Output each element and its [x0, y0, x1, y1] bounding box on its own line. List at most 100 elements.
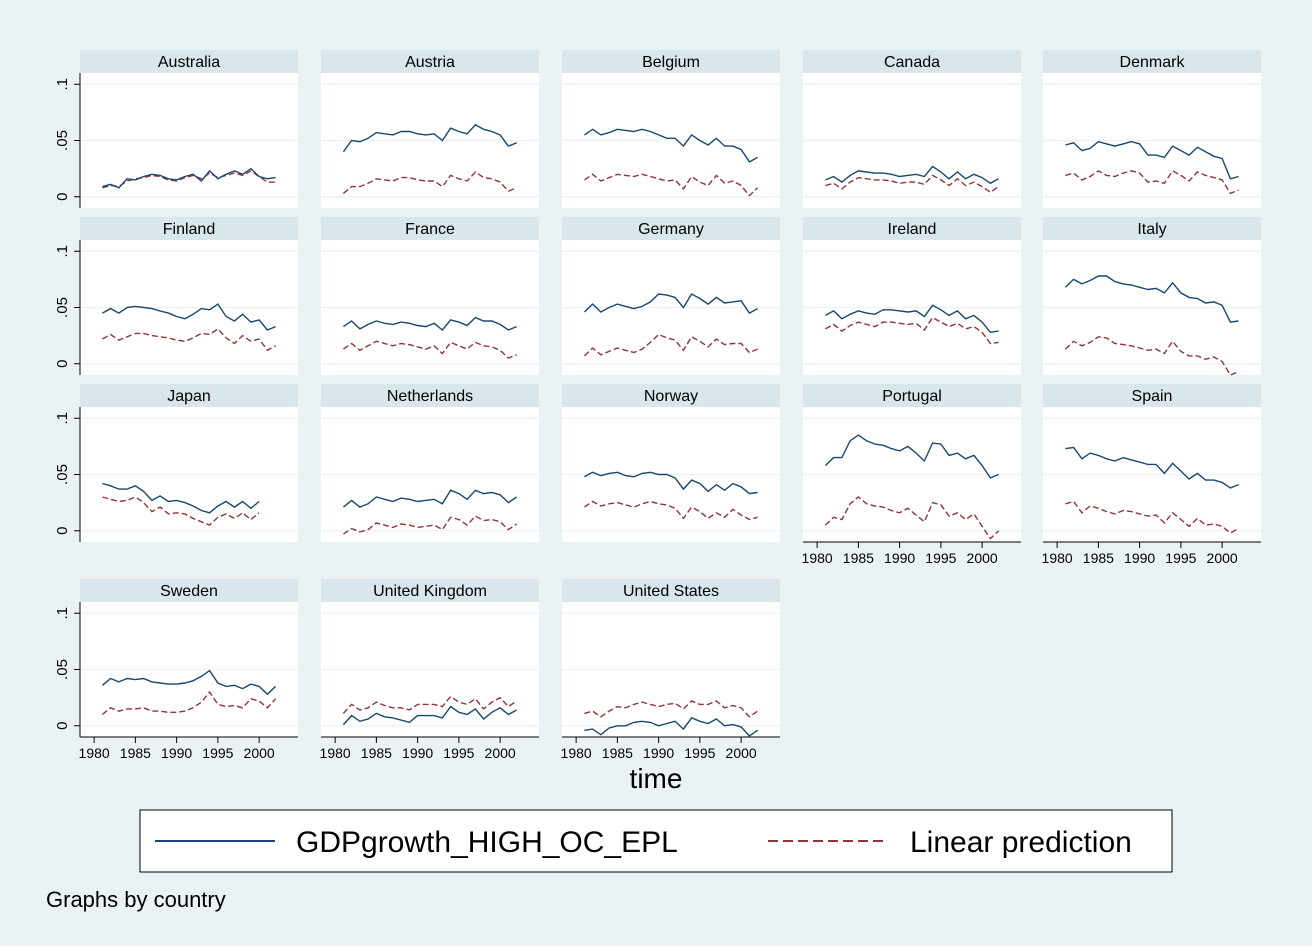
y-tick-label: .1 — [54, 412, 71, 425]
panel-title: Canada — [884, 54, 940, 71]
panel-netherlands: Netherlands — [321, 384, 539, 542]
x-tick-label: 1990 — [884, 550, 915, 566]
series-line-predicted — [102, 327, 276, 352]
series-line-actual — [1064, 275, 1239, 323]
x-tick-label: 1995 — [684, 745, 715, 761]
panel-title: Netherlands — [387, 388, 473, 405]
panel-header — [562, 50, 780, 73]
series-line-predicted — [1064, 336, 1239, 376]
panels-group: Australia 0 .05 .1 Austria Belgium Canada Denma… — [54, 50, 1261, 761]
x-tick-label: 2000 — [244, 745, 275, 761]
y-tick-label: .1 — [54, 245, 71, 258]
panel-header — [321, 50, 539, 73]
panel-title: Sweden — [160, 583, 218, 600]
x-tick-label: 1985 — [602, 745, 633, 761]
panel-header — [803, 50, 1021, 73]
panel-australia: Australia 0 .05 .1 — [54, 50, 298, 208]
panel-title: Finland — [163, 221, 215, 238]
series-line-actual — [584, 717, 758, 737]
panel-title: United Kingdom — [373, 583, 487, 600]
x-tick-label: 1980 — [1042, 550, 1073, 566]
panel-title: Denmark — [1120, 54, 1186, 71]
x-tick-label: 1985 — [120, 745, 151, 761]
x-tick-label: 1985 — [843, 550, 874, 566]
series-line-predicted — [584, 500, 758, 521]
panel-header — [321, 579, 539, 602]
panel-portugal: Portugal 1980 1985 1990 1995 2000 — [802, 384, 1021, 566]
legend: GDPgrowth_HIGH_OC_EPL Linear prediction — [139, 809, 1173, 873]
panel-header — [80, 217, 298, 240]
series-line-predicted — [1065, 500, 1239, 534]
panel-title: Ireland — [888, 221, 937, 238]
panel-austria: Austria — [321, 50, 539, 208]
y-tick-label: 0 — [54, 722, 71, 730]
x-tick-label: 1985 — [361, 745, 392, 761]
series-line-actual — [584, 471, 758, 495]
series-line-predicted — [824, 496, 1000, 540]
x-tick-label: 1980 — [79, 745, 110, 761]
panel-title: Norway — [644, 388, 698, 405]
series-line-predicted — [101, 690, 277, 716]
y-tick-label: .05 — [54, 464, 71, 485]
panel-title: Portugal — [882, 388, 942, 405]
series-line-predicted — [584, 173, 759, 197]
series-line-actual — [825, 165, 999, 185]
series-line-actual — [342, 123, 517, 153]
x-tick-label: 1990 — [402, 745, 433, 761]
y-tick-label: .1 — [54, 78, 71, 91]
panel-title: France — [405, 221, 455, 238]
x-tick-label: 1980 — [320, 745, 351, 761]
panel-header — [80, 50, 298, 73]
y-tick-label: .05 — [54, 659, 71, 680]
x-tick-label: 2000 — [1207, 550, 1238, 566]
panel-finland: Finland 0 .05 .1 — [54, 217, 298, 375]
panel-header — [562, 384, 780, 407]
panel-japan: Japan 0 .05 .1 — [54, 384, 298, 542]
legend-label-predicted: Linear prediction — [910, 826, 1132, 859]
panel-sweden: Sweden 0 .05 .1 1980 1985 1990 1995 2000 — [54, 579, 298, 761]
legend-label-actual: GDPgrowth_HIGH_OC_EPL — [296, 826, 678, 859]
series-line-actual — [102, 482, 260, 514]
x-tick-label: 1980 — [561, 745, 592, 761]
y-tick-label: .05 — [54, 130, 71, 151]
x-tick-label: 1995 — [1165, 550, 1196, 566]
panel-header — [562, 217, 780, 240]
panel-belgium: Belgium — [562, 50, 780, 208]
x-tick-label: 1995 — [443, 745, 474, 761]
x-tick-label: 2000 — [726, 745, 757, 761]
panel-spain: Spain 1980 1985 1990 1995 2000 — [1042, 384, 1261, 566]
panel-title: Germany — [638, 221, 704, 238]
panel-title: United States — [623, 583, 719, 600]
series-line-predicted — [343, 515, 517, 535]
panel-header — [1043, 384, 1261, 407]
series-line-actual — [584, 128, 758, 163]
y-tick-label: .1 — [54, 607, 71, 620]
panel-title: Japan — [167, 388, 211, 405]
series-line-predicted — [342, 171, 517, 194]
panel-header — [1043, 217, 1261, 240]
series-line-actual — [342, 705, 517, 726]
series-line-actual — [342, 489, 517, 508]
panel-header — [80, 579, 298, 602]
series-line-predicted — [343, 340, 517, 359]
panel-germany: Germany — [562, 217, 780, 375]
x-tick-label: 1990 — [1124, 550, 1155, 566]
series-line-actual — [102, 167, 276, 189]
y-tick-label: 0 — [54, 527, 71, 535]
panel-denmark: Denmark — [1043, 50, 1261, 208]
x-tick-label: 2000 — [967, 550, 998, 566]
panel-header — [321, 384, 539, 407]
figure-note: Graphs by country — [46, 887, 226, 912]
series-line-predicted — [825, 316, 999, 345]
x-tick-label: 1990 — [643, 745, 674, 761]
series-line-actual — [1065, 140, 1239, 180]
panel-ireland: Ireland — [803, 217, 1021, 375]
series-line-predicted — [584, 700, 758, 718]
panel-italy: Italy — [1043, 217, 1261, 376]
legend-box — [139, 809, 1173, 873]
panel-header — [80, 384, 298, 407]
panel-header — [562, 579, 780, 602]
x-axis-title: time — [630, 763, 683, 794]
series-line-predicted — [583, 333, 758, 357]
